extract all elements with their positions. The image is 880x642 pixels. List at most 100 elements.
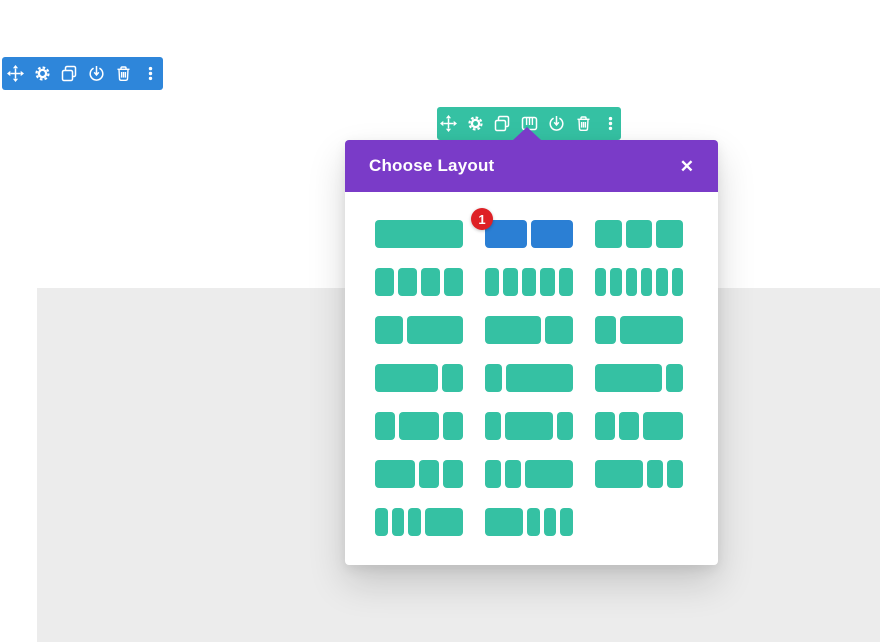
layout-column: [656, 268, 668, 296]
layout-column: [407, 316, 463, 344]
layout-option[interactable]: [485, 364, 573, 392]
options-menu-icon[interactable]: [602, 115, 619, 132]
layout-column: [391, 508, 405, 536]
layout-column: [531, 220, 573, 248]
layout-column: [442, 364, 463, 392]
layout-column: [525, 460, 573, 488]
layout-column: [625, 268, 637, 296]
layout-option[interactable]: [595, 220, 684, 248]
layout-column: [375, 508, 388, 536]
layout-column: [560, 508, 574, 536]
layout-column: [543, 508, 557, 536]
layout-column: [666, 364, 683, 392]
layout-column: [620, 316, 683, 344]
layout-column: [558, 268, 574, 296]
layout-option[interactable]: [485, 412, 573, 440]
layout-option[interactable]: [595, 460, 683, 488]
modal-header: Choose Layout ✕: [345, 127, 718, 192]
move-icon[interactable]: [439, 115, 457, 132]
layout-column: [505, 460, 521, 488]
layout-column: [398, 268, 417, 296]
layout-option[interactable]: [375, 412, 463, 440]
layout-column: [485, 508, 523, 536]
modal-title: Choose Layout: [369, 156, 495, 175]
layout-column: [485, 220, 527, 248]
layout-grid: 1: [345, 192, 718, 536]
layout-column: [643, 412, 683, 440]
layout-column: [505, 412, 553, 440]
close-icon[interactable]: ✕: [679, 156, 694, 176]
layout-column: [375, 412, 395, 440]
layout-column: [375, 364, 438, 392]
layout-option[interactable]: [375, 460, 463, 488]
layout-column: [485, 268, 500, 296]
duplicate-icon[interactable]: [61, 65, 78, 82]
layout-option[interactable]: [595, 412, 683, 440]
layout-column: [595, 412, 615, 440]
layout-column: [595, 460, 643, 488]
layout-column: [503, 268, 518, 296]
move-icon[interactable]: [6, 65, 24, 82]
layout-option[interactable]: [375, 268, 463, 296]
layout-column: [610, 268, 622, 296]
gear-icon[interactable]: [467, 115, 484, 132]
layout-column: [485, 460, 501, 488]
layout-option[interactable]: [375, 220, 463, 248]
layout-column: [375, 316, 403, 344]
layout-option[interactable]: [595, 364, 683, 392]
layout-option[interactable]: [375, 508, 464, 536]
gear-icon[interactable]: [34, 65, 51, 82]
layout-option[interactable]: [595, 268, 683, 296]
save-to-library-icon[interactable]: [548, 115, 565, 132]
layout-column: [375, 268, 394, 296]
layout-column: [545, 316, 573, 344]
layout-column: [625, 220, 653, 248]
modal-notch: [513, 127, 541, 140]
layout-option[interactable]: [375, 364, 463, 392]
layout-column: [557, 412, 573, 440]
layout-column: [540, 268, 555, 296]
layout-column: [485, 316, 541, 344]
layout-column: [521, 268, 537, 296]
layout-column: [595, 268, 607, 296]
layout-option[interactable]: [595, 316, 683, 344]
trash-icon[interactable]: [115, 65, 132, 82]
layout-column: [527, 508, 540, 536]
section-toolbar: [2, 57, 163, 90]
layout-column: [595, 316, 616, 344]
column-structure-icon[interactable]: [521, 115, 538, 132]
layout-column: [419, 460, 439, 488]
options-menu-icon[interactable]: [142, 65, 159, 82]
layout-column: [485, 364, 502, 392]
duplicate-icon[interactable]: [494, 115, 511, 132]
layout-column: [595, 220, 622, 248]
layout-column: [399, 412, 439, 440]
layout-column: [656, 220, 684, 248]
layout-column: [640, 268, 653, 296]
layout-column: [595, 364, 663, 392]
choose-layout-modal: Choose Layout ✕ 1: [345, 127, 718, 565]
layout-option[interactable]: [375, 316, 463, 344]
layout-column: [444, 268, 463, 296]
step-badge: 1: [471, 208, 493, 230]
save-to-library-icon[interactable]: [88, 65, 105, 82]
layout-option[interactable]: [485, 460, 573, 488]
layout-column: [425, 508, 464, 536]
layout-column: [443, 412, 463, 440]
layout-option-selected[interactable]: 1: [471, 208, 573, 248]
layout-option[interactable]: [485, 508, 574, 536]
layout-column: [647, 460, 663, 488]
layout-option[interactable]: [485, 316, 573, 344]
layout-column: [485, 412, 501, 440]
trash-icon[interactable]: [575, 115, 592, 132]
layout-column: [408, 508, 422, 536]
layout-column: [443, 460, 463, 488]
layout-column: [505, 364, 573, 392]
layout-column: [375, 460, 415, 488]
layout-option[interactable]: [485, 268, 574, 296]
layout-column: [421, 268, 440, 296]
layout-column: [619, 412, 639, 440]
layout-column: [671, 268, 683, 296]
layout-column: [667, 460, 683, 488]
layout-column: [375, 220, 463, 248]
